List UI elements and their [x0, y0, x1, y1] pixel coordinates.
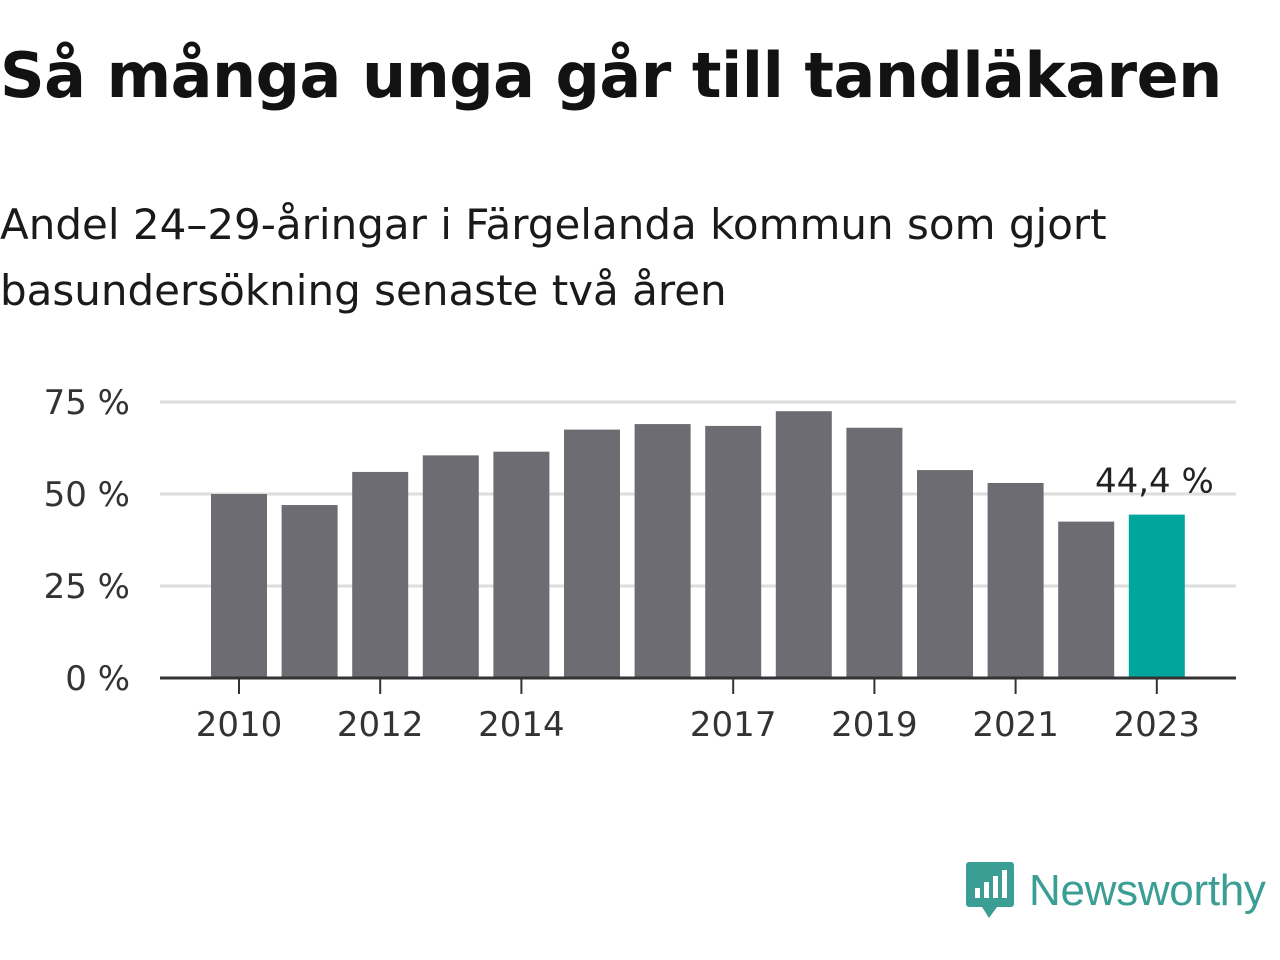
x-tick-label: 2017 — [690, 705, 777, 745]
x-tick-label: 2012 — [337, 705, 424, 745]
y-tick-label: 50 % — [44, 475, 130, 515]
x-axis — [160, 676, 1236, 694]
x-tick-label: 2021 — [972, 705, 1059, 745]
chart-title: Så många unga går till tandläkaren — [0, 39, 1222, 112]
brand-name: Newsworthy — [1029, 866, 1266, 915]
x-tick-label: 2019 — [831, 705, 918, 745]
bar — [564, 429, 620, 678]
x-tick-label: 2023 — [1114, 705, 1201, 745]
y-tick-label: 75 % — [44, 383, 130, 423]
tick-labels: 0 % 25 % 50 % 75 % 2010 2012 2014 2017 2019 2021 2… — [44, 383, 1214, 745]
newsworthy-logo-icon — [966, 862, 1014, 918]
data-label: 44,4 % — [1095, 462, 1214, 502]
x-tick-label: 2010 — [196, 705, 283, 745]
gridlines — [160, 400, 1236, 588]
y-tick-label: 0 % — [65, 659, 130, 699]
bar-highlight — [1128, 514, 1185, 678]
bars — [211, 411, 1185, 678]
brand-logo: Newsworthy — [965, 860, 1266, 922]
bar — [1058, 521, 1115, 678]
y-tick-label: 25 % — [44, 567, 130, 607]
bar — [422, 455, 479, 678]
bar — [987, 482, 1044, 678]
bar — [917, 470, 973, 678]
bar — [634, 424, 691, 678]
bar — [352, 471, 409, 678]
bar — [281, 505, 338, 678]
x-tick-label: 2014 — [478, 705, 565, 745]
bar — [775, 411, 832, 678]
bar-chart: 0 % 25 % 50 % 75 % 2010 2012 2014 2017 2019 2021 2… — [44, 383, 1236, 745]
bar — [705, 425, 762, 678]
chart-subtitle: Andel 24–29-åringar i Färgelanda kommun … — [0, 200, 1107, 315]
bar — [846, 427, 903, 678]
bar — [493, 451, 550, 678]
bar — [211, 494, 267, 678]
